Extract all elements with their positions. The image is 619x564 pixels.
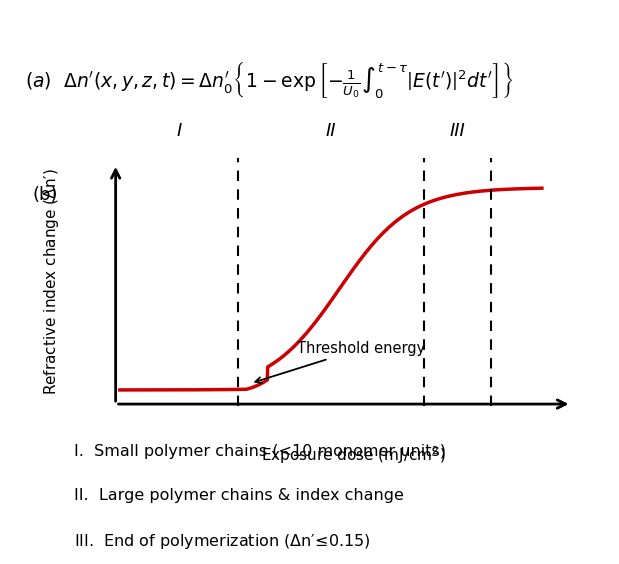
Text: II.  Large polymer chains & index change: II. Large polymer chains & index change [74, 488, 404, 503]
Text: Refractive index change ($\Delta$n′): Refractive index change ($\Delta$n′) [41, 169, 61, 395]
Text: II: II [326, 122, 336, 140]
Text: Threshold energy: Threshold energy [255, 341, 425, 383]
Text: III.  End of polymerization ($\Delta$n′≤0.15): III. End of polymerization ($\Delta$n′≤0… [74, 532, 371, 550]
Text: I: I [176, 122, 181, 140]
Text: I.  Small polymer chains (<10 monomer units): I. Small polymer chains (<10 monomer uni… [74, 444, 446, 459]
Text: III: III [449, 122, 465, 140]
Text: (b): (b) [33, 186, 58, 204]
Text: $(a)\ \ \Delta n^{\prime}(x, y, z, t) = \Delta n_0^{\prime} \left\{1 - \exp\left: $(a)\ \ \Delta n^{\prime}(x, y, z, t) = … [25, 60, 513, 100]
Text: Exposure dose (mJ/cm$^2$): Exposure dose (mJ/cm$^2$) [261, 444, 445, 466]
